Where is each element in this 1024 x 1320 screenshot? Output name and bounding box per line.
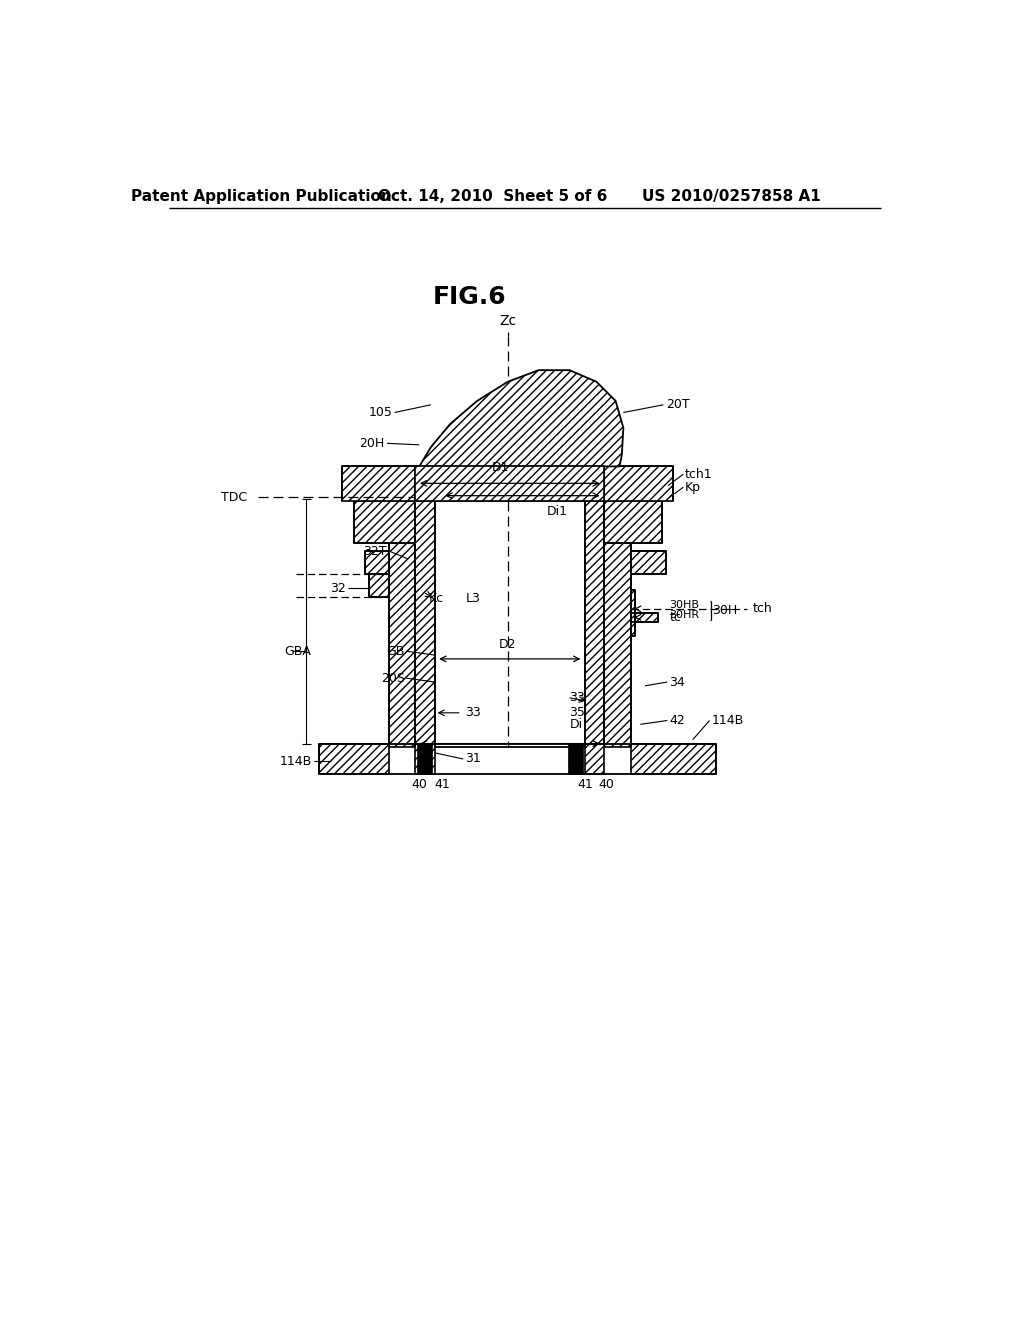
Bar xyxy=(354,502,416,544)
Bar xyxy=(631,743,716,775)
Text: D2: D2 xyxy=(499,638,517,651)
Text: 105: 105 xyxy=(369,407,392,418)
Text: 35: 35 xyxy=(569,706,586,719)
Text: Zc: Zc xyxy=(500,314,516,327)
Bar xyxy=(366,552,388,574)
Text: TDC: TDC xyxy=(221,491,248,504)
Text: 31: 31 xyxy=(466,752,481,766)
Text: 32: 32 xyxy=(331,582,346,594)
Text: Di: Di xyxy=(569,718,583,731)
Bar xyxy=(388,544,416,747)
Bar xyxy=(585,743,604,775)
Text: US 2010/0257858 A1: US 2010/0257858 A1 xyxy=(642,189,820,205)
Bar xyxy=(631,552,666,574)
Text: 20H: 20H xyxy=(359,437,385,450)
Text: 32T: 32T xyxy=(364,545,387,557)
Bar xyxy=(319,743,388,775)
Bar xyxy=(604,544,631,747)
Bar xyxy=(435,743,585,775)
Text: 20T: 20T xyxy=(666,399,689,412)
Text: Oct. 14, 2010  Sheet 5 of 6: Oct. 14, 2010 Sheet 5 of 6 xyxy=(378,189,607,205)
Text: 114B: 114B xyxy=(280,755,311,768)
Bar xyxy=(604,502,662,544)
Polygon shape xyxy=(419,370,624,466)
Text: 41: 41 xyxy=(434,777,451,791)
Text: L3: L3 xyxy=(466,593,480,606)
Text: FIG.6: FIG.6 xyxy=(432,285,506,309)
Bar xyxy=(568,743,584,775)
Bar xyxy=(417,743,432,775)
Text: Patent Application Publication: Patent Application Publication xyxy=(131,189,392,205)
Bar xyxy=(585,502,604,747)
Text: 34: 34 xyxy=(670,676,685,689)
Text: tch: tch xyxy=(753,602,772,615)
Bar xyxy=(631,590,635,636)
Text: 30HR: 30HR xyxy=(670,610,699,620)
Text: 40: 40 xyxy=(598,777,614,791)
Bar xyxy=(416,466,604,502)
Text: 33: 33 xyxy=(466,706,481,719)
Text: GBA: GBA xyxy=(285,644,311,657)
Text: Kp: Kp xyxy=(685,480,701,494)
Text: GB: GB xyxy=(386,644,404,657)
Bar xyxy=(370,574,388,598)
Bar xyxy=(416,502,435,747)
Text: Di1: Di1 xyxy=(547,506,567,517)
Text: 40: 40 xyxy=(412,777,427,791)
Text: 33: 33 xyxy=(569,690,585,704)
Text: tch1: tch1 xyxy=(685,467,713,480)
Text: 30H: 30H xyxy=(712,603,737,616)
Text: 114B: 114B xyxy=(712,714,744,727)
Text: Kc: Kc xyxy=(429,593,443,606)
Bar xyxy=(342,466,416,502)
Bar xyxy=(631,612,658,622)
Text: 30HB: 30HB xyxy=(670,601,699,610)
Bar xyxy=(416,743,435,775)
Text: D1: D1 xyxy=(492,461,509,474)
Text: 42: 42 xyxy=(670,714,685,727)
Bar xyxy=(604,466,674,502)
Text: 20S: 20S xyxy=(381,672,404,685)
Bar xyxy=(435,502,585,747)
Text: 41: 41 xyxy=(577,777,593,791)
Text: tc: tc xyxy=(670,611,681,624)
